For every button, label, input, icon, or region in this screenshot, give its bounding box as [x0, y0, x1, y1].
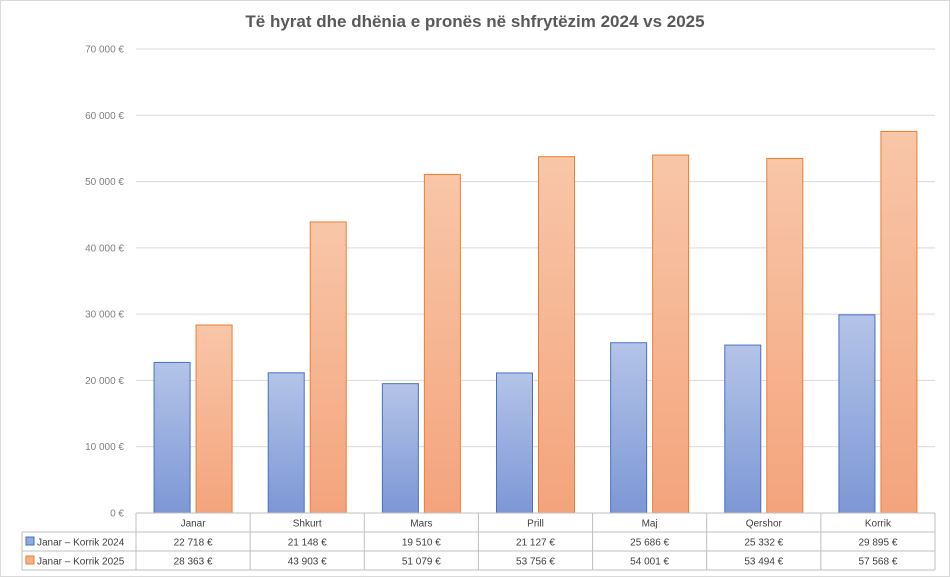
bar-2024 — [610, 342, 648, 514]
category-label: Mars — [410, 519, 432, 530]
y-tick-label: 10 000 € — [85, 442, 124, 453]
bar-2024 — [838, 314, 876, 514]
y-tick-label: 50 000 € — [85, 177, 124, 188]
data-label: 21 127 € — [516, 538, 555, 549]
bar-2024 — [267, 372, 305, 514]
bar-2025 — [195, 324, 233, 514]
bar-2025 — [880, 130, 918, 514]
bar-2024 — [153, 361, 191, 514]
category-label: Qershor — [746, 519, 783, 530]
category-label: Janar — [181, 519, 207, 530]
data-label: 57 568 € — [858, 557, 897, 568]
data-label: 29 895 € — [858, 538, 897, 549]
bar-2025 — [309, 221, 347, 514]
legend-key-2025 — [25, 555, 35, 565]
legend-label: Janar – Korrik 2025 — [37, 557, 125, 568]
data-label: 53 756 € — [516, 557, 555, 568]
legend-key-2024 — [25, 536, 35, 546]
legend-label: Janar – Korrik 2024 — [37, 538, 125, 549]
data-label: 25 686 € — [630, 538, 669, 549]
bar-2025 — [538, 156, 575, 514]
data-label: 51 079 € — [402, 557, 441, 568]
data-label: 25 332 € — [744, 538, 783, 549]
data-label: 22 718 € — [174, 538, 213, 549]
y-tick-label: 0 € — [110, 509, 124, 520]
data-label: 21 148 € — [288, 538, 327, 549]
data-label: 19 510 € — [402, 538, 441, 549]
bar-2025 — [766, 157, 804, 514]
y-tick-label: 40 000 € — [85, 243, 124, 254]
y-tick-label: 30 000 € — [85, 310, 124, 321]
y-tick-label: 70 000 € — [85, 45, 124, 56]
chart-title: Të hyrat dhe dhënia e pronës në shfrytëz… — [245, 12, 705, 31]
y-tick-label: 20 000 € — [85, 376, 124, 387]
bar-2025 — [423, 173, 461, 514]
y-tick-label: 60 000 € — [85, 111, 124, 122]
bar-2025 — [652, 154, 690, 514]
data-label: 43 903 € — [288, 557, 327, 568]
bar-2024 — [496, 372, 533, 514]
category-label: Korrik — [865, 519, 892, 530]
category-label: Shkurt — [293, 519, 322, 530]
category-label: Maj — [642, 519, 658, 530]
data-label: 53 494 € — [744, 557, 783, 568]
data-label: 54 001 € — [630, 557, 669, 568]
bar-2024 — [724, 344, 762, 514]
category-label: Prill — [527, 519, 544, 530]
bar-2024 — [381, 383, 419, 514]
data-label: 28 363 € — [174, 557, 213, 568]
